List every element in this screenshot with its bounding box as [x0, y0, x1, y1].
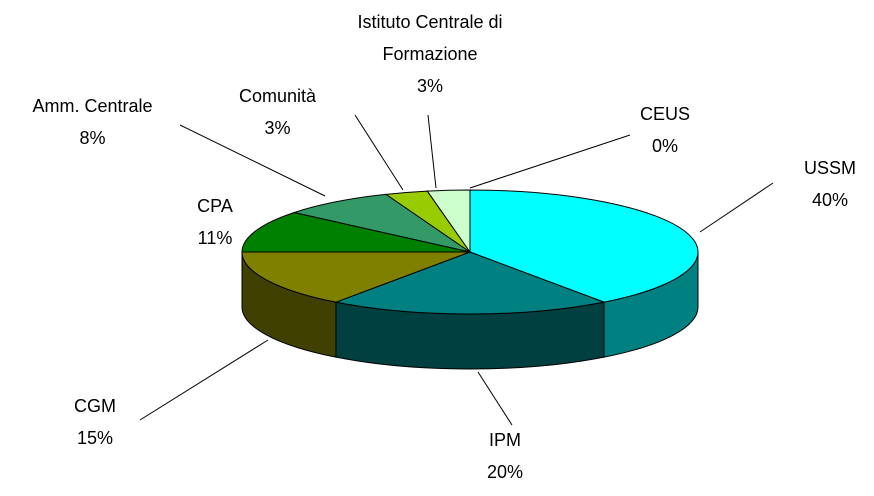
- slice-label: IPM 20%: [455, 424, 555, 488]
- slice: [334, 251, 606, 315]
- leader-line: [354, 114, 404, 191]
- leader-line: [139, 339, 269, 421]
- value-label: 11%: [197, 228, 233, 248]
- slice-label: Comunità 3%: [225, 80, 330, 144]
- slice: [241, 211, 471, 253]
- slice: [292, 193, 471, 253]
- slice-label: Istituto Centrale di Formazione 3%: [315, 6, 545, 102]
- category-name: USSM: [803, 158, 856, 178]
- category-name: CPA: [197, 196, 233, 216]
- slice-label: USSM 40%: [780, 152, 874, 216]
- value-label: 8%: [79, 128, 106, 148]
- leader-line: [699, 182, 774, 233]
- value-label: 0%: [651, 136, 678, 156]
- leader-line: [427, 114, 437, 189]
- value-label: 15%: [76, 428, 114, 448]
- leader-line: [179, 124, 326, 197]
- slice: [469, 189, 699, 303]
- value-label: 3%: [264, 118, 291, 138]
- category-name: IPM: [488, 430, 521, 450]
- slice-label: CPA 11%: [165, 190, 265, 254]
- slice-label: CGM 15%: [40, 390, 150, 454]
- category-name: Amm. Centrale: [32, 96, 153, 116]
- category-name: CGM: [74, 396, 116, 416]
- slice-label: CEUS 0%: [615, 98, 715, 162]
- category-name: Comunità: [238, 86, 317, 106]
- value-label: 3%: [416, 76, 443, 96]
- category-name: CEUS: [639, 104, 690, 124]
- leader-line: [477, 371, 513, 426]
- value-label: 20%: [486, 462, 524, 482]
- leader-line: [469, 134, 631, 189]
- slice-label: Amm. Centrale 8%: [0, 90, 185, 154]
- value-label: 40%: [811, 190, 849, 210]
- slice: [241, 251, 471, 303]
- category-name: Istituto Centrale di Formazione: [357, 12, 503, 64]
